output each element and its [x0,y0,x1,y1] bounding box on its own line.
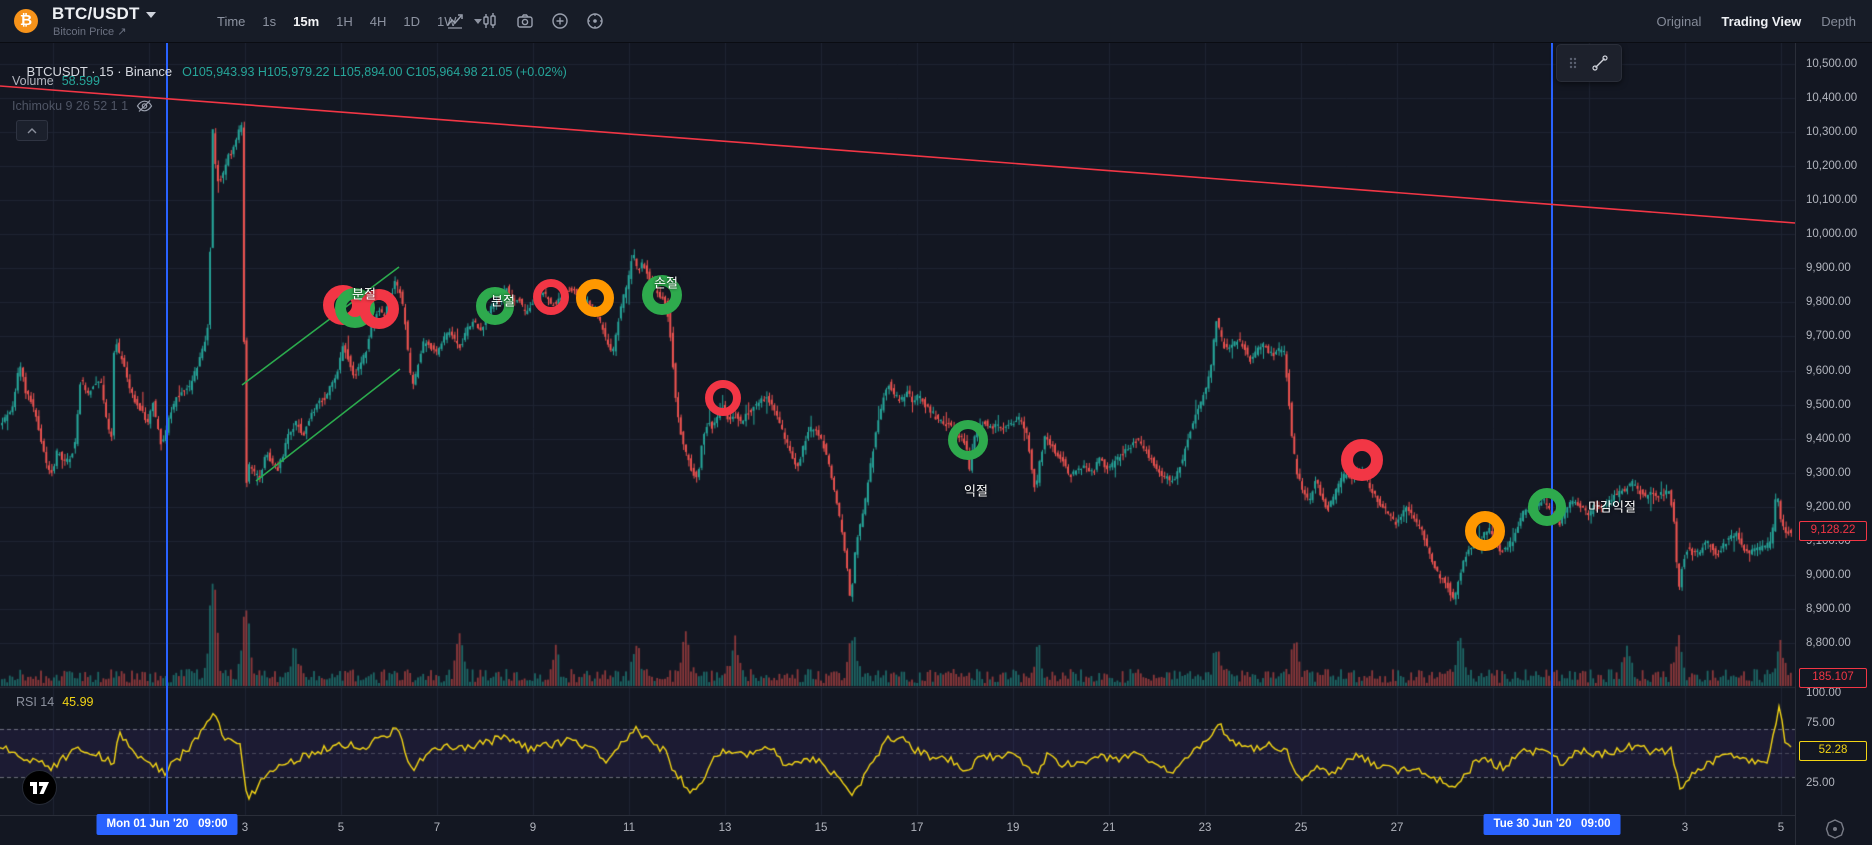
interval-1h[interactable]: 1H [336,13,353,29]
chevron-up-icon [27,127,37,133]
rsi-legend[interactable]: RSI 14 45.99 [16,695,94,709]
volume-value: 58.599 [61,74,100,88]
ichimoku-label: Ichimoku 9 26 52 1 1 [12,99,129,113]
top-toolbar: ₿ BTC/USDT Bitcoin Price ↗ Time 1s 15m 1H 4H… [0,0,1872,43]
interval-time[interactable]: Time [217,13,246,29]
interval-4h[interactable]: 4H [369,13,387,29]
interval-1s[interactable]: 1s [262,13,277,29]
axis-settings-icon[interactable] [1824,818,1846,845]
time-axis[interactable] [0,815,1872,845]
rsi-value: 45.99 [62,695,94,709]
toolbar-icons [446,0,604,42]
volume-legend[interactable]: Volume 58.599 [12,74,100,88]
add-indicator-icon[interactable] [551,12,569,30]
view-tab-original[interactable]: Original [1656,13,1702,29]
alert-target-icon[interactable] [586,12,604,30]
camera-snapshot-icon[interactable] [516,12,534,30]
rsi-label: RSI 14 [16,695,55,709]
collapse-legend-button[interactable] [16,120,48,141]
tradingview-logo[interactable] [22,770,57,805]
symbol-title[interactable]: BTC/USDT [52,4,156,24]
line-chart-icon[interactable] [446,12,464,30]
tradingview-mark-icon [30,781,49,794]
candlestick-style-icon[interactable] [481,12,499,30]
view-tabs: Original Trading View Depth [1657,0,1856,42]
legend-symbol: BTCUSDT · 15 · Binance [26,64,173,79]
drag-handle-icon[interactable] [1568,56,1578,70]
interval-15m[interactable]: 15m [293,13,320,29]
bitcoin-logo-icon: ₿ [14,9,38,33]
volume-label: Volume [12,74,54,88]
symbol-subtitle-link[interactable]: Bitcoin Price ↗ [53,26,127,38]
chart-legend[interactable]: BTCUSDT · 15 · Binance O105,943.93 H105,9… [12,49,567,94]
view-tab-depth[interactable]: Depth [1821,13,1856,29]
eye-slash-icon[interactable] [136,99,153,113]
chevron-down-icon [145,11,156,18]
interval-more-caret-icon[interactable] [473,18,482,24]
ichimoku-legend[interactable]: Ichimoku 9 26 52 1 1 [12,99,153,113]
legend-ohlc-values: O105,943.93 H105,979.22 L105,894.00 C105… [182,65,567,79]
interval-1d[interactable]: 1D [403,13,421,29]
interval-switcher: Time 1s 15m 1H 4H 1D 1W [217,0,482,42]
interval-1w[interactable]: 1W [437,13,457,29]
floating-drawing-toolbar[interactable] [1556,44,1622,82]
price-axis[interactable] [1795,42,1872,845]
trend-line-tool-icon[interactable] [1590,53,1610,73]
view-tab-trading-view[interactable]: Trading View [1721,13,1802,29]
